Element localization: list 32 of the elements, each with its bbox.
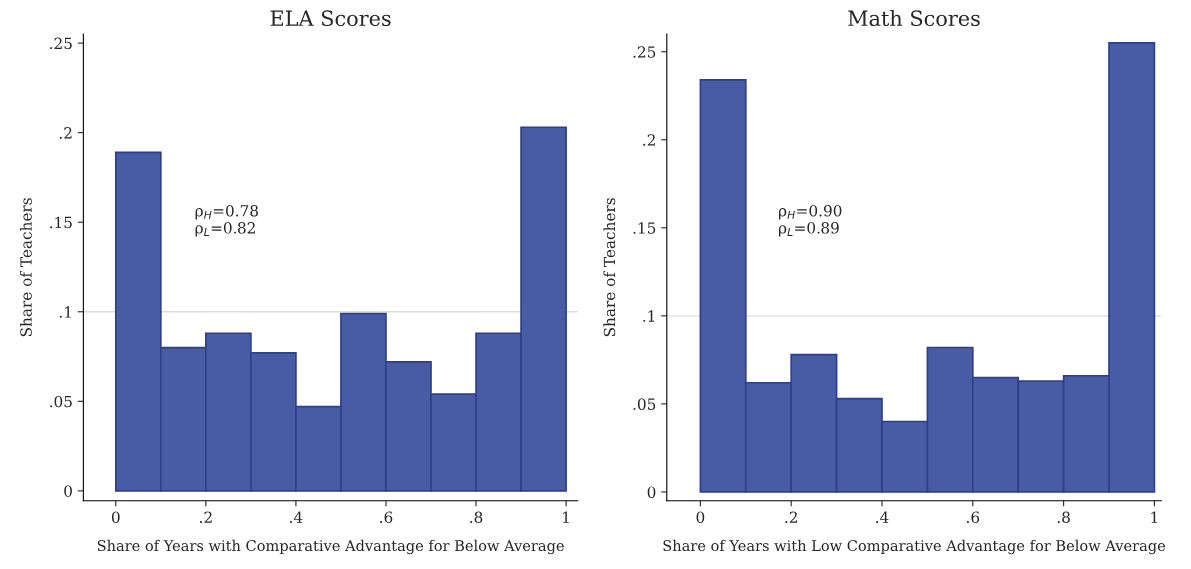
x-axis-title: Share of Years with Low Comparative Advantage for Below Average <box>663 539 1166 555</box>
y-tick-label: .25 <box>633 46 656 58</box>
y-axis-title: Share of Teachers <box>603 198 616 337</box>
x-tick-label: 0 <box>111 511 120 523</box>
chart-title: ELA Scores <box>270 10 391 27</box>
annotation: ρ$_{H}$=0.78 ρ$_{L}$=0.82 <box>195 204 258 237</box>
x-tick-label: .2 <box>200 511 212 523</box>
y-tick-label: .2 <box>643 134 655 146</box>
y-axis-title: Share of Teachers <box>19 198 32 337</box>
x-tick-label: .8 <box>470 511 483 523</box>
chart-title: Math Scores <box>848 9 980 27</box>
y-tick-label: .15 <box>633 222 656 234</box>
y-tick-label: 0 <box>64 485 72 497</box>
x-tick-label: 1 <box>1151 511 1158 523</box>
x-tick-label: 1 <box>563 511 569 523</box>
y-tick-label: .05 <box>633 398 656 410</box>
x-tick-label: .4 <box>290 511 303 523</box>
annotation: ρ$_{H}$=0.90 ρ$_{L}$=0.89 <box>779 204 842 237</box>
x-tick-label: .6 <box>380 511 393 523</box>
x-tick-label: .6 <box>966 511 980 523</box>
x-axis-title: Share of Years with Comparative Advantage for Below Average <box>97 539 564 555</box>
x-tick-label: .2 <box>785 511 797 523</box>
y-tick-label: .15 <box>50 216 72 229</box>
x-tick-label: .8 <box>1057 511 1070 523</box>
y-tick-label: .05 <box>50 395 72 408</box>
x-tick-label: 0 <box>696 511 705 523</box>
y-tick-label: .1 <box>643 310 655 322</box>
y-tick-label: .2 <box>59 127 72 139</box>
x-tick-label: .4 <box>876 511 889 523</box>
y-tick-label: .25 <box>50 37 72 50</box>
y-tick-label: .1 <box>59 306 71 318</box>
y-tick-label: 0 <box>647 486 656 498</box>
